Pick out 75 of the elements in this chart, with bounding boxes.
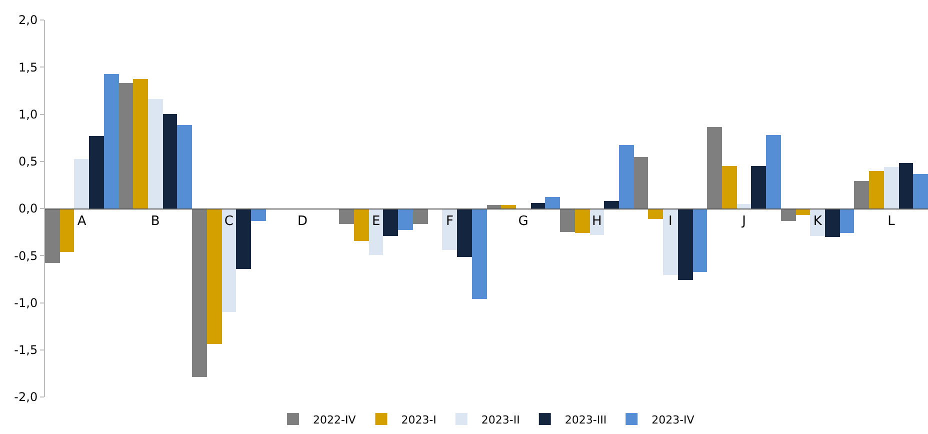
y-tick-label: 0,5 — [18, 154, 38, 169]
bar — [766, 135, 781, 209]
bar — [383, 209, 398, 236]
bar — [531, 203, 545, 209]
bar — [751, 166, 766, 209]
legend-label: 2022-IV — [313, 413, 356, 426]
y-tick-label: -2,0 — [14, 390, 38, 404]
bar — [619, 145, 634, 209]
bar — [89, 136, 104, 209]
x-tick-label: I — [668, 214, 672, 230]
y-tick-label: -1,0 — [14, 296, 38, 310]
bar — [74, 159, 89, 209]
y-tick-label: 1,0 — [18, 107, 38, 122]
bar — [457, 209, 472, 257]
bar — [398, 209, 413, 230]
bar — [148, 99, 163, 209]
bar — [604, 201, 619, 209]
bar — [899, 163, 913, 209]
bar — [236, 209, 251, 269]
legend-label: 2023-III — [564, 413, 607, 426]
bar — [693, 209, 707, 272]
bar — [119, 83, 133, 209]
bar — [781, 209, 796, 221]
legend-label: 2023-I — [401, 413, 436, 426]
x-tick-label: J — [741, 214, 746, 230]
bar — [177, 125, 192, 209]
bar — [678, 209, 693, 280]
bar — [884, 167, 899, 209]
bar — [207, 209, 222, 344]
x-tick-label: D — [298, 214, 308, 230]
bar — [575, 209, 590, 233]
bar — [369, 209, 383, 255]
bar — [104, 74, 119, 209]
bar — [60, 209, 74, 252]
x-tick-label: C — [224, 214, 234, 230]
bar — [560, 209, 575, 232]
bar — [722, 166, 737, 209]
x-tick-label: A — [77, 214, 86, 230]
bar — [737, 204, 751, 209]
bar — [707, 127, 722, 209]
bar — [869, 171, 884, 209]
bar — [45, 209, 60, 263]
legend-label: 2023-IV — [652, 413, 695, 426]
bar — [442, 209, 457, 250]
bar — [663, 209, 678, 275]
bar — [192, 209, 207, 377]
bar — [163, 114, 177, 209]
y-tick-label: 0,0 — [18, 202, 38, 216]
x-tick-label: E — [372, 214, 380, 230]
y-tick-label: -0,5 — [14, 248, 38, 263]
y-tick-label: -1,5 — [14, 343, 38, 358]
y-tick-label: 1,5 — [18, 60, 38, 74]
bar — [222, 209, 236, 312]
x-tick-label: G — [518, 214, 528, 230]
x-tick-label: L — [888, 214, 896, 230]
bar — [634, 157, 648, 209]
x-tick-label: H — [592, 214, 602, 230]
x-tick-label: K — [813, 214, 822, 230]
bar — [545, 197, 560, 209]
bar — [840, 209, 854, 233]
bar — [133, 79, 148, 209]
bar — [413, 209, 428, 224]
bar — [354, 209, 369, 241]
bar — [648, 209, 663, 219]
y-tick-label: 2,0 — [18, 13, 38, 28]
bar — [854, 181, 869, 209]
x-tick-label: B — [150, 214, 160, 230]
bar — [796, 209, 810, 215]
bar — [251, 209, 266, 221]
bar — [913, 174, 928, 209]
legend-label: 2023-II — [481, 413, 520, 426]
bar — [472, 209, 487, 299]
x-tick-label: F — [446, 214, 454, 230]
bar — [825, 209, 840, 237]
bar — [339, 209, 354, 224]
